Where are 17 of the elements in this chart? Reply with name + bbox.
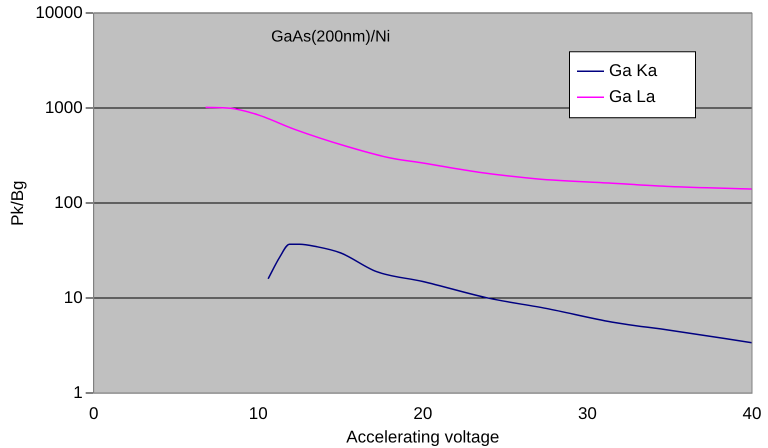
x-tick-label: 10 xyxy=(248,404,268,424)
y-axis-title: Pk/Bg xyxy=(8,180,27,226)
y-tick-label: 10000 xyxy=(35,2,83,22)
x-tick-label: 20 xyxy=(413,404,432,424)
line-series xyxy=(267,243,752,344)
y-tick-label: 1000 xyxy=(44,98,83,117)
x-axis-title: Accelerating voltage xyxy=(346,427,500,446)
x-tick-label: 40 xyxy=(742,404,762,424)
text: GaAs(200nm)/Ni xyxy=(271,28,390,46)
legend-label: Ga La xyxy=(609,86,656,106)
legend-label: Ga Ka xyxy=(609,60,658,80)
y-tick-label: 100 xyxy=(54,192,83,212)
line-series xyxy=(204,106,752,190)
x-tick-label: 30 xyxy=(578,404,597,424)
y-tick-label: 10 xyxy=(64,288,83,307)
x-tick-label: 0 xyxy=(88,404,98,424)
y-tick-label: 1 xyxy=(73,382,83,402)
